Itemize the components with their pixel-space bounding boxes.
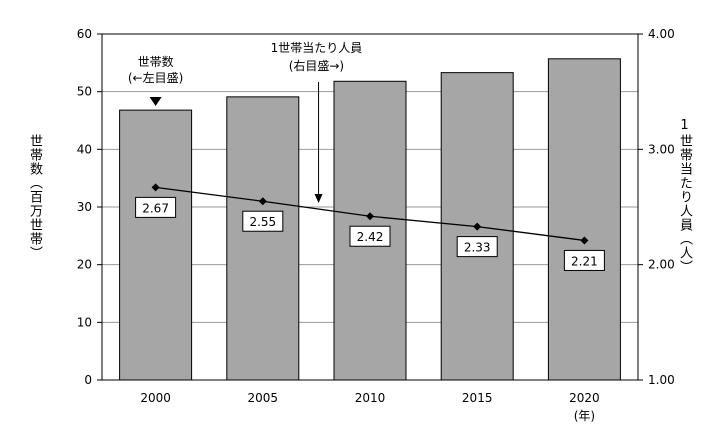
data-label-box <box>135 196 177 218</box>
left-axis-ticks: 0 10 20 30 40 50 60 <box>77 27 102 387</box>
data-label: 2.55 <box>249 215 276 229</box>
right-axis-title: 1世帯当たり人員（人） <box>677 118 692 274</box>
right-tick-label: 3.00 <box>648 142 675 156</box>
line-point <box>366 212 374 221</box>
bar-series <box>119 58 621 381</box>
data-label: 2.42 <box>357 230 384 244</box>
left-tick-label: 30 <box>77 200 92 214</box>
annotations: 世帯数(←左目盛) 1世帯当たり人員 (右目盛→) <box>128 41 362 203</box>
left-tick-label: 50 <box>77 85 92 99</box>
annotation-arrow-head <box>314 194 323 203</box>
data-label: 2.67 <box>142 201 169 215</box>
right-axis-ticks: 1.00 2.00 3.00 4.00 <box>638 27 675 387</box>
right-tick-label: 4.00 <box>648 27 675 41</box>
bar <box>547 58 621 381</box>
left-tick-label: 10 <box>77 315 92 329</box>
x-tick-label: 2000 <box>140 391 171 405</box>
data-label-box <box>349 225 391 247</box>
data-label: 2.33 <box>464 241 491 255</box>
right-tick-label: 2.00 <box>648 258 675 272</box>
line-point <box>151 183 160 192</box>
x-tick-label: 2005 <box>248 391 279 405</box>
x-axis-tick-labels: 2000 2005 2010 2015 2020 (年) <box>140 391 599 423</box>
right-tick-label: 1.00 <box>648 373 675 387</box>
line-series-annotation: (右目盛→) <box>289 58 344 73</box>
line-point <box>580 236 589 245</box>
line-series <box>151 183 589 245</box>
bar <box>226 96 300 381</box>
x-unit-label: (年) <box>574 409 595 423</box>
line-point <box>258 197 267 206</box>
line-series-annotation: 1世帯当たり人員 <box>271 41 363 55</box>
x-tick-label: 2015 <box>462 391 493 405</box>
data-label-box <box>456 236 498 258</box>
left-tick-label: 20 <box>77 258 92 272</box>
data-label: 2.21 <box>571 254 598 268</box>
x-tick-label: 2020 <box>569 391 600 405</box>
left-tick-label: 40 <box>77 142 92 156</box>
left-tick-label: 60 <box>77 27 92 41</box>
left-tick-label: 0 <box>84 373 92 387</box>
bar-series-annotation: 世帯数 <box>138 54 174 69</box>
line-point <box>473 222 482 231</box>
annotation-arrow-down <box>149 97 162 106</box>
left-axis-title: 世帯数（百万世帯） <box>27 134 42 260</box>
x-tick-label: 2010 <box>355 391 386 405</box>
line-data-labels: 2.67 2.55 2.42 2.33 2.21 <box>135 196 605 271</box>
data-label-box <box>563 249 605 271</box>
bar-series-annotation: (←左目盛) <box>128 70 183 85</box>
bar <box>119 109 193 381</box>
data-label-box <box>242 210 284 232</box>
